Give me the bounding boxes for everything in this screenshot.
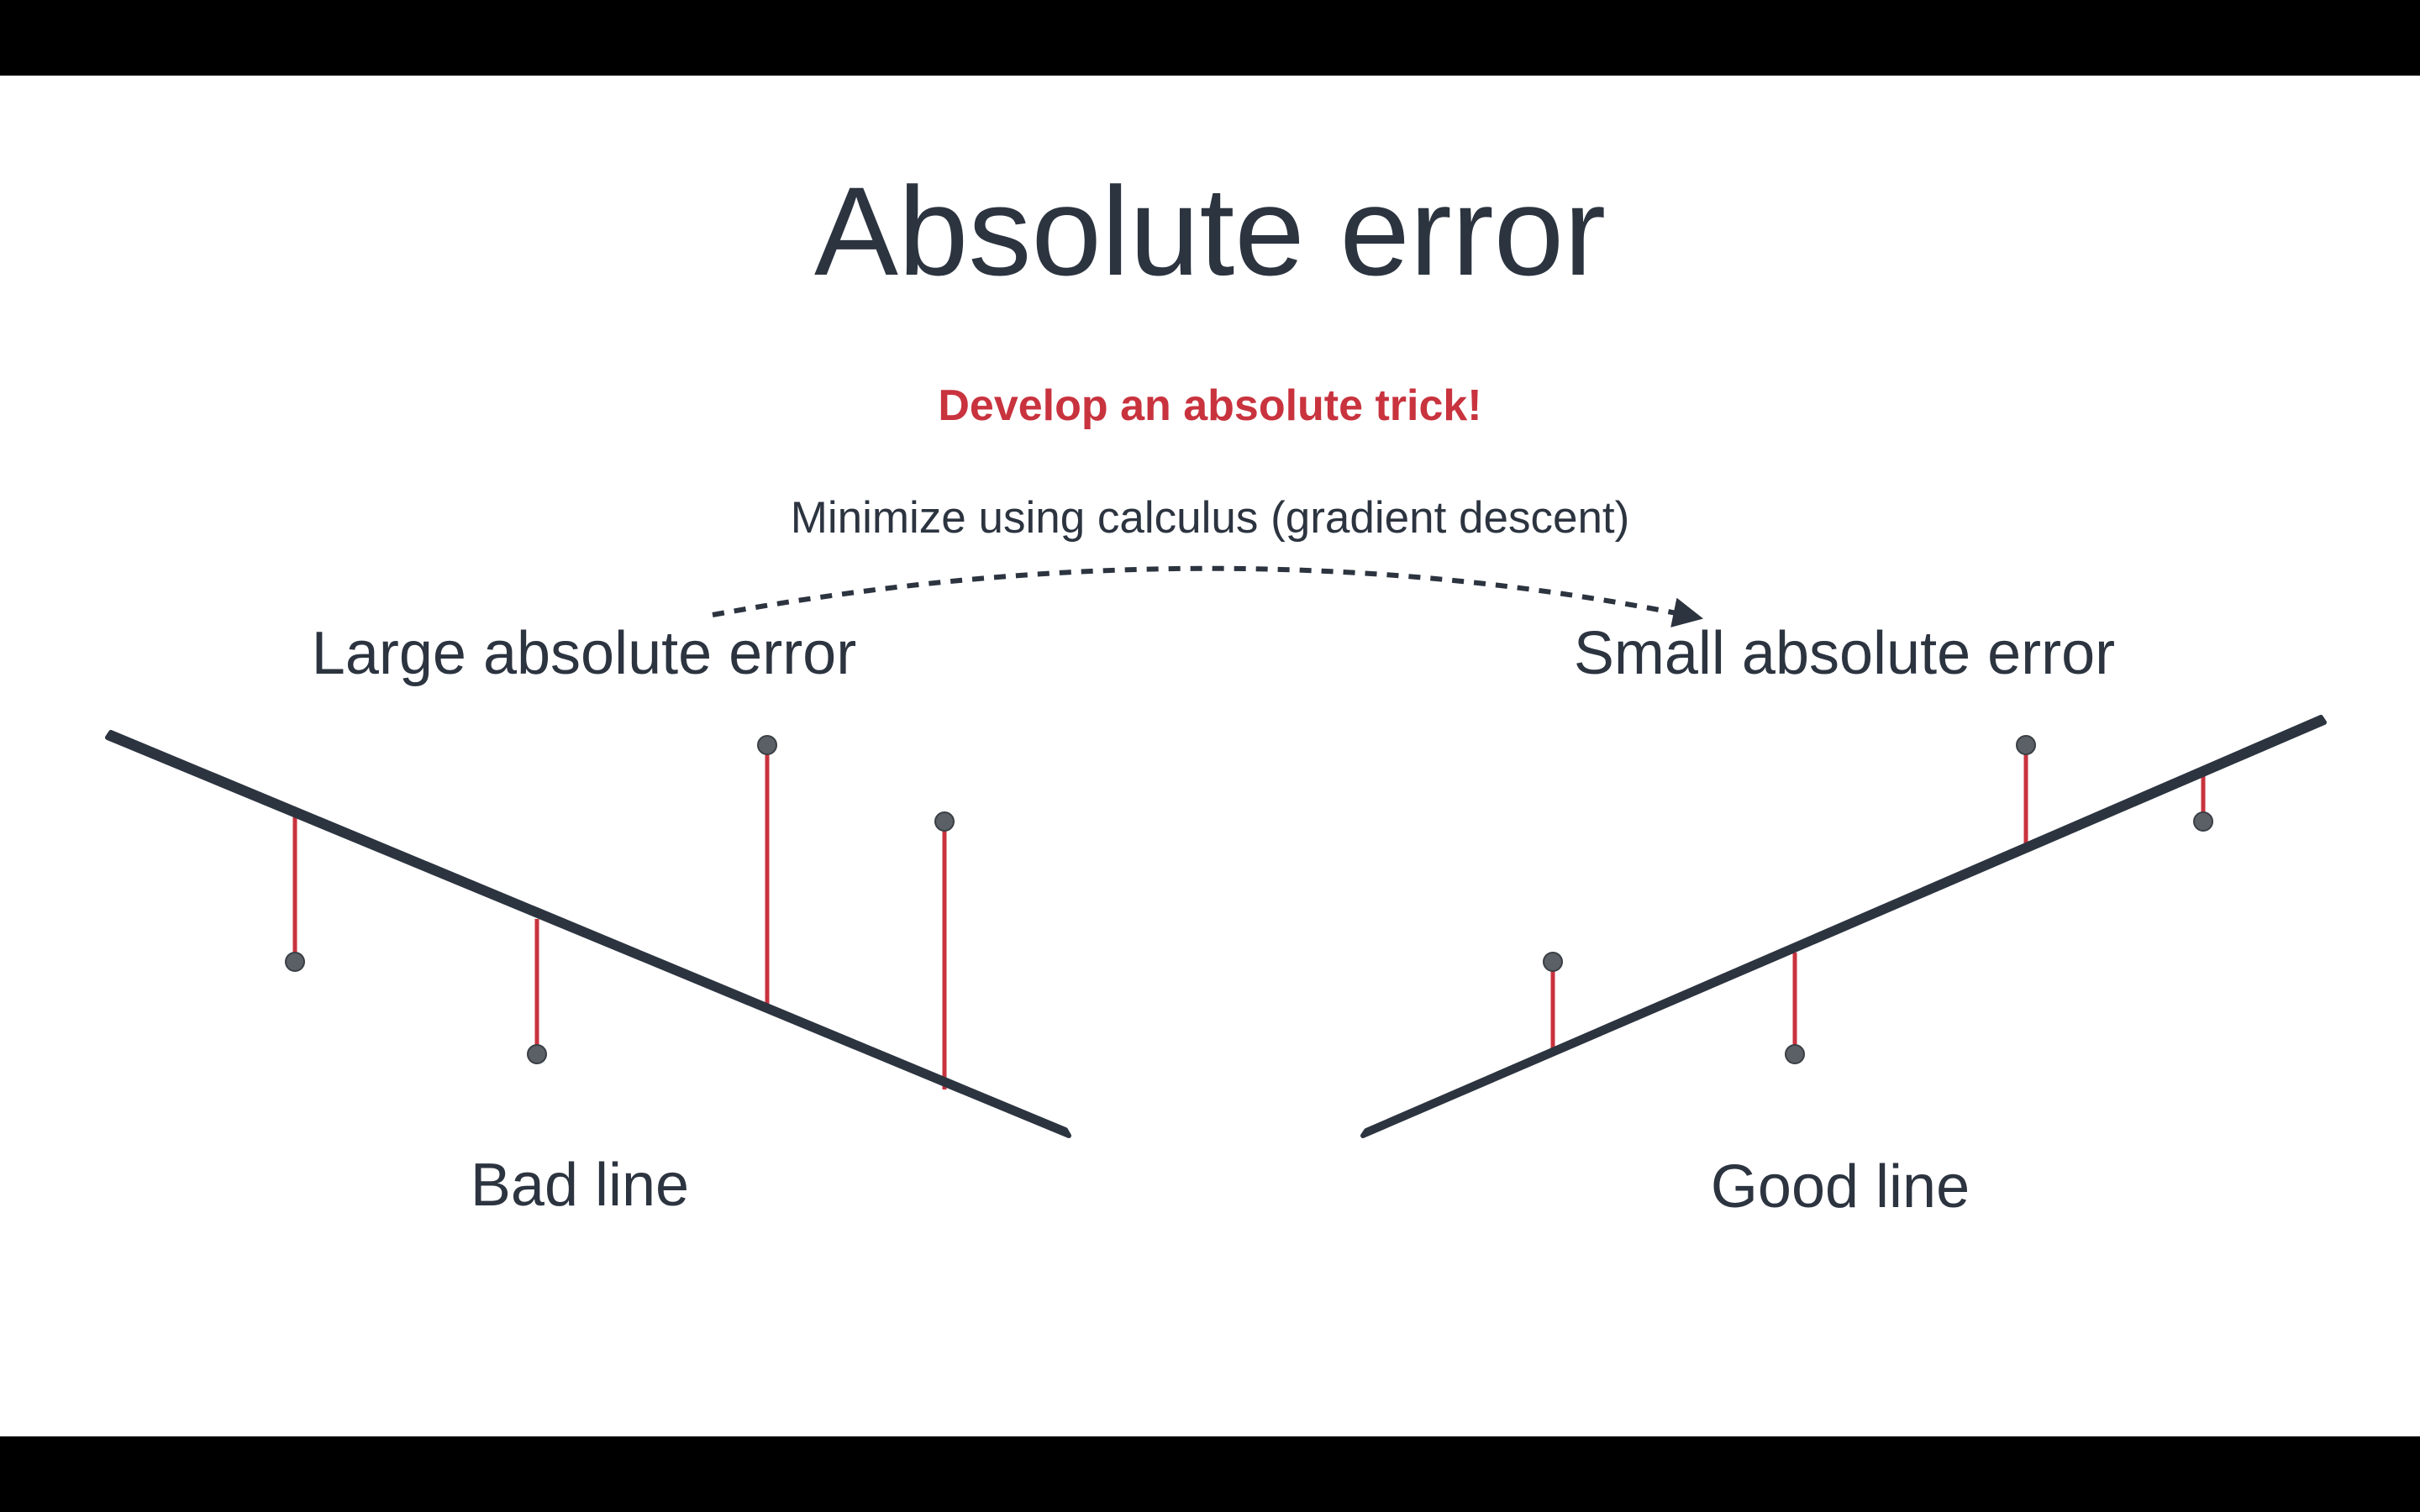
bad-fit-line [105,730,1071,1138]
letterbox-top [0,0,2420,76]
large-error-label: Large absolute error [311,620,857,687]
bad-line-panel [105,730,1071,1138]
gradient-descent-arrow [712,565,1704,627]
arrow-caption: Minimize using calculus (gradient descen… [790,493,1630,543]
small-error-label: Small absolute error [1573,620,2116,687]
good-line-label: Good line [1710,1153,1970,1221]
data-point [285,952,305,972]
data-point [757,735,777,755]
data-point [934,811,955,832]
data-point [1785,1044,1805,1064]
good-fit-line [1360,715,2327,1138]
data-point [1543,952,1563,972]
data-point [2016,735,2036,755]
slide-title: Absolute error [813,160,1607,302]
data-point [527,1044,547,1064]
slide-subtitle: Develop an absolute trick! [938,381,1482,430]
slide: Absolute error Develop an absolute trick… [0,76,2420,1436]
diagram-canvas [105,565,2327,1138]
good-line-panel [1360,715,2327,1138]
bad-line-label: Bad line [470,1152,690,1219]
letterbox-bottom [0,1436,2420,1512]
data-point [2193,811,2213,832]
